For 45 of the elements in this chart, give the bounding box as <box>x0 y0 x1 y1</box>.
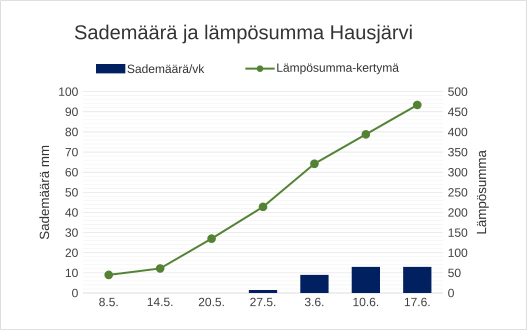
point <box>362 130 370 139</box>
point <box>258 202 268 212</box>
y2-tick-label: 450 <box>448 108 468 116</box>
x-tick-label: 20.5. <box>198 298 224 306</box>
bar <box>248 290 278 293</box>
legend-label: Lämpösumma-kertymä <box>277 63 399 74</box>
y-tick-label: 40 <box>65 208 78 217</box>
y-tick-label: 90 <box>66 108 78 116</box>
y2-tick-label: 350 <box>448 148 468 156</box>
y2-tick-label: 500 <box>448 87 468 96</box>
point <box>156 264 164 273</box>
point <box>207 234 216 243</box>
x-tick-label: 8.5. <box>99 298 118 306</box>
x-tick-label: 10.6. <box>353 298 378 306</box>
y-tick-label: 60 <box>66 168 78 176</box>
x-tick-label: 17.6. <box>404 298 430 306</box>
chart-title: Sademäärä ja lämpösumma Hausjärvi <box>74 24 412 44</box>
y-tick-label: 100 <box>59 87 78 96</box>
bar <box>300 274 329 293</box>
y-tick-label: 10 <box>66 268 78 278</box>
y2-tick-label: 100 <box>448 248 468 257</box>
y-axis-title: Sademäärä mm <box>39 146 50 240</box>
point <box>310 159 319 168</box>
y2-tick-label: 0 <box>448 288 454 298</box>
y2-tick-label: 200 <box>448 208 468 217</box>
y2-tick-label: 300 <box>448 168 468 176</box>
point <box>104 270 114 280</box>
bar <box>403 266 432 293</box>
y-tick-label: 20 <box>66 248 78 257</box>
y2-tick-label: 150 <box>448 228 468 237</box>
y-tick-label: 30 <box>65 228 78 237</box>
y-tick-label: 50 <box>65 188 78 197</box>
bar <box>352 266 380 293</box>
y-tick-label: 80 <box>65 128 78 136</box>
legend-label: Sademäärä/vk <box>127 64 204 74</box>
y2-tick-label: 400 <box>448 128 468 136</box>
y2-tick-label: 250 <box>448 188 468 197</box>
x-tick-label: 27.5. <box>250 298 276 306</box>
y2-axis-title: Lämpösumma <box>476 150 489 234</box>
x-tick-label: 3.6. <box>304 298 324 306</box>
point <box>412 100 422 110</box>
y-tick-label: 70 <box>66 148 78 156</box>
y-tick-label: 0 <box>72 288 78 298</box>
y2-tick-label: 50 <box>448 268 461 278</box>
x-tick-label: 14.5. <box>148 298 172 306</box>
